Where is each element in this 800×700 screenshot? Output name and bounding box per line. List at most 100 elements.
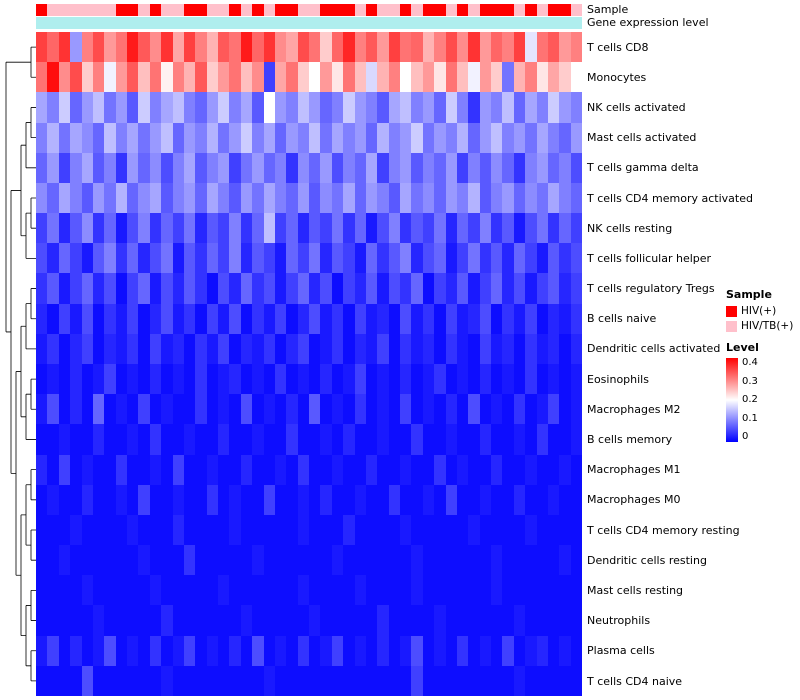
heatmap-cell [47, 303, 59, 334]
heatmap-cell [559, 605, 571, 636]
heatmap-cell [229, 303, 241, 334]
heatmap-cell [161, 152, 173, 183]
heatmap-cell [183, 273, 196, 304]
heatmap-cell [377, 484, 389, 515]
heatmap-cell [479, 454, 491, 485]
heatmap-cell [92, 62, 105, 93]
heatmap-cell [513, 363, 526, 395]
heatmap-cell [377, 213, 389, 244]
heatmap-cell [331, 514, 344, 546]
heatmap-cell [309, 122, 321, 153]
heatmap-cell [183, 182, 196, 214]
heatmap-cell [195, 484, 207, 515]
heatmap-cell [263, 62, 275, 93]
heatmap-cell [183, 484, 196, 515]
heatmap-cell [274, 545, 287, 576]
heatmap-cell [411, 92, 423, 123]
heatmap-cell [138, 424, 150, 455]
heatmap-cell [468, 454, 480, 485]
heatmap-cell [115, 152, 127, 183]
heatmap-cell [491, 545, 503, 576]
heatmap-cell [377, 605, 389, 636]
heatmap-cell [570, 92, 582, 123]
heatmap-cell [36, 665, 48, 696]
heatmap-cell [309, 635, 321, 666]
heatmap-cell [479, 213, 491, 244]
heatmap-cell [445, 273, 457, 304]
heatmap-cell [456, 243, 469, 274]
heatmap-cell [411, 122, 423, 153]
heatmap-cell [252, 605, 264, 636]
heatmap-cell [411, 182, 423, 214]
heatmap-cell [468, 92, 480, 123]
heatmap-cell [502, 32, 514, 63]
row-label: Macrophages M2 [587, 402, 681, 416]
heatmap-cell [240, 152, 253, 183]
heatmap-cell [354, 424, 366, 455]
heatmap-cell [81, 454, 93, 485]
heatmap-cell [115, 394, 127, 425]
heatmap-cell [456, 545, 469, 576]
heatmap-cell [559, 303, 571, 334]
heatmap-cell [229, 182, 241, 214]
heatmap-cell [343, 333, 355, 364]
sample-annotation-cell [138, 4, 150, 16]
heatmap-cell [502, 273, 514, 304]
heatmap-cell [47, 454, 59, 485]
heatmap-cell [252, 243, 264, 274]
heatmap-cell [570, 333, 582, 364]
heatmap-cell [104, 213, 116, 244]
sample-annotation-cell [286, 4, 298, 16]
heatmap-cell [81, 32, 93, 63]
heatmap-cell [377, 454, 389, 485]
heatmap-cell [195, 62, 207, 93]
heatmap-cell [309, 333, 321, 364]
heatmap-cell [47, 484, 59, 515]
heatmap-cell [161, 484, 173, 515]
heatmap-cell [570, 273, 582, 304]
heatmap-cell [559, 273, 571, 304]
heatmap-cell [127, 182, 139, 214]
heatmap-cell [491, 363, 503, 395]
heatmap-cell [47, 605, 59, 636]
heatmap-cell [411, 575, 423, 606]
heatmap-cell [161, 665, 173, 696]
heatmap-cell [309, 363, 321, 395]
heatmap-cell [547, 635, 560, 666]
heatmap-cell [70, 303, 82, 334]
heatmap-cell [149, 424, 162, 455]
heatmap-cell [422, 303, 435, 334]
heatmap-cell [36, 62, 48, 93]
heatmap-cell [502, 213, 514, 244]
heatmap-cell [377, 363, 389, 395]
heatmap-cell [400, 182, 412, 214]
heatmap-cell [479, 545, 491, 576]
heatmap-cell [491, 665, 503, 696]
heatmap-cell [218, 213, 230, 244]
heatmap-cell [502, 514, 514, 546]
heatmap-cell [445, 363, 457, 395]
heatmap-cell [218, 92, 230, 123]
heatmap-cell [274, 122, 287, 153]
heatmap-cell [104, 363, 116, 395]
heatmap-cell [58, 605, 71, 636]
heatmap-cell [81, 605, 93, 636]
heatmap-cell [525, 92, 537, 123]
heatmap-cell [81, 635, 93, 666]
heatmap-cell [36, 514, 48, 546]
heatmap-cell [218, 454, 230, 485]
heatmap-cell [127, 665, 139, 696]
heatmap-cell [297, 273, 309, 304]
heatmap-cell [547, 243, 560, 274]
heatmap-cell [422, 514, 435, 546]
heatmap-cell [115, 32, 127, 63]
row-label: NK cells resting [587, 221, 673, 235]
heatmap-cell [536, 424, 548, 455]
heatmap-cell [547, 152, 560, 183]
heatmap-cell [388, 665, 400, 696]
heatmap-cell [274, 454, 287, 485]
heatmap-cell [445, 333, 457, 364]
heatmap-cell [434, 454, 446, 485]
heatmap-cell [172, 363, 184, 395]
heatmap-cell [559, 665, 571, 696]
